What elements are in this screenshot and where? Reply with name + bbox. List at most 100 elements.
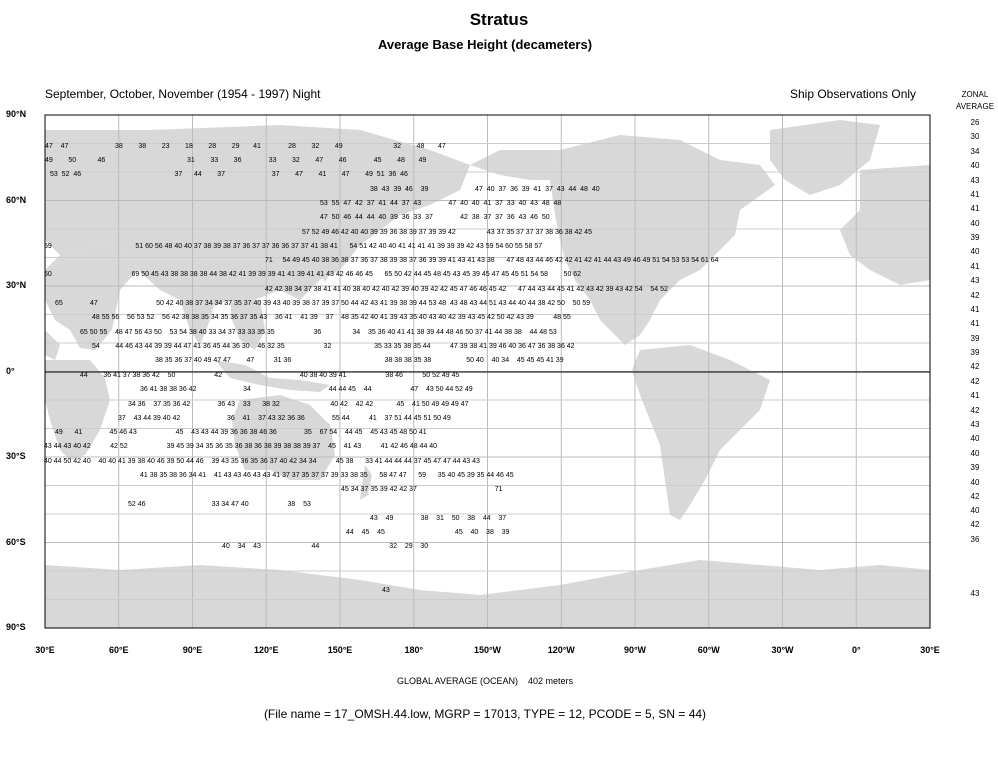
longitude-label: 60°E (108, 645, 129, 655)
zonal-average-value: 41 (970, 190, 980, 199)
grid-value-row: 38 35 36 37 40 49 47 47 47 31 36 38 38 3… (155, 357, 564, 364)
grid-value-row: 43 44 43 40 42 42 52 39 45 39 34 35 36 3… (44, 443, 437, 450)
longitude-label: 30°E (35, 645, 55, 655)
zonal-average-value: 43 (970, 176, 980, 185)
grid-value-row: 50 69 50 45 43 38 38 38 38 44 38 42 41 3… (44, 271, 581, 278)
map-subtitle: Average Base Height (decameters) (377, 37, 593, 52)
grid-value-row: 37 43 44 39 40 42 36 41 37 43 32 36 36 5… (118, 415, 451, 422)
grid-value-row: 57 52 49 46 42 40 40 39 39 36 38 39 37 3… (302, 229, 592, 236)
longitude-label: 30°E (920, 645, 940, 655)
map-frame (44, 114, 931, 629)
zonal-average-value: 41 (970, 319, 980, 328)
greenland-landmass (770, 120, 880, 195)
zonal-average-value: 34 (970, 147, 980, 156)
india-landmass (180, 300, 215, 345)
longitude-label: 150°W (473, 645, 502, 655)
zonal-average-value: 42 (970, 492, 980, 501)
zonal-average-value: 40 (970, 449, 980, 458)
grid-value-row: 40 44 50 42 40 40 40 41 39 38 40 46 39 5… (44, 458, 480, 465)
grid-value-row: 34 36 37 35 36 42 36 43 33 38 32 40 42 4… (128, 401, 469, 408)
season-label: September, October, November (1954 - 199… (45, 87, 321, 101)
grid-value-row: 45 34 37 35 39 42 42 37 71 (341, 486, 503, 493)
grid-value-row: 47 50 46 44 44 40 39 36 33 37 42 38 37 3… (320, 214, 550, 221)
longitude-label: 180° (404, 645, 424, 655)
alaska-landmass (470, 150, 560, 180)
grid-value-row: 41 38 35 38 36 34 41 41 43 43 46 43 43 4… (140, 472, 514, 479)
grid-value-row: 38 43 39 46 39 47 40 37 36 39 41 37 43 4… (370, 186, 600, 193)
zonal-average-value: 43 (970, 420, 980, 429)
grid-value-row: 48 55 56 56 53 52 56 42 38 38 35 34 35 3… (92, 314, 571, 321)
grid-value-row: 44 45 45 45 40 38 39 (346, 529, 510, 536)
grid-value-row: 53 52 46 37 44 37 37 47 41 47 49 51 36 4… (50, 171, 408, 178)
longitude-label: 150°E (327, 645, 353, 655)
longitude-label: 60°W (697, 645, 720, 655)
zonal-average-value: 40 (970, 247, 980, 256)
grid-value-row: 43 49 38 31 50 38 44 37 (370, 515, 506, 522)
new-zealand-landmass (360, 465, 372, 500)
zonal-average-value: 39 (970, 348, 980, 357)
zonal-average-value: 40 (970, 434, 980, 443)
grid-value-row: 71 54 49 45 40 38 36 38 37 36 37 38 39 3… (265, 257, 719, 264)
zonal-average-value: 39 (970, 463, 980, 472)
grid-value-row: 53 55 47 42 37 41 44 37 43 47 40 40 41 3… (320, 200, 561, 207)
zonal-average-value: 40 (970, 219, 980, 228)
latitude-label: 90°S (6, 622, 26, 632)
zonal-average-value: 42 (970, 406, 980, 415)
latitude-label: 0° (6, 365, 15, 376)
grid-value-row: 52 46 33 34 47 40 38 53 (128, 501, 311, 508)
grid-value-row: 43 (382, 587, 390, 594)
zonal-average-column: 26 30 34 40 43 41 41 40 39 40 41 43 42 41 41 39 39 42 42 41… (955, 0, 995, 760)
grid-value-row: 65 47 50 42 40 38 37 34 34 37 35 37 40 3… (55, 300, 590, 307)
japan-landmass (318, 245, 335, 282)
zonal-average-value: 26 (970, 118, 980, 127)
zonal-average-value: 40 (970, 506, 980, 515)
africa-landmass (45, 245, 138, 360)
latitude-label: 30°S (6, 451, 26, 461)
longitude-label: 0° (851, 645, 861, 655)
global-average-value: 402 meters (528, 676, 574, 686)
zonal-average-value: 40 (970, 161, 980, 170)
zonal-average-value: 43 (970, 589, 980, 598)
zonal-average-value: 42 (970, 377, 980, 386)
australia-landmass (232, 395, 335, 480)
longitude-label: 120°E (253, 645, 279, 655)
zonal-average-value: 43 (970, 276, 980, 285)
zonal-average-value: 41 (970, 305, 980, 314)
grid-value-row: 49 41 45 46 43 45 43 43 44 39 36 36 38 4… (55, 429, 427, 436)
latitude-label: 90°N (6, 109, 27, 119)
longitude-label: 30°W (771, 645, 794, 655)
indonesia-landmass (215, 360, 330, 392)
zonal-average-value: 39 (970, 334, 980, 343)
zonal-average-value: 30 (970, 132, 980, 141)
zonal-average-value: 40 (970, 478, 980, 487)
latitude-label: 30°N (6, 280, 27, 290)
zonal-average-value: 39 (970, 233, 980, 242)
zonal-average-value: 42 (970, 362, 980, 371)
zonal-average-value: 42 (970, 291, 980, 300)
zonal-average-value: 41 (970, 204, 980, 213)
grid-value-row: 42 42 38 34 37 38 41 41 40 38 40 42 40 4… (265, 286, 668, 293)
zonal-heading-line2: AVERAGE (955, 102, 995, 111)
longitude-label: 120°W (547, 645, 575, 655)
longitude-label: 90°W (623, 645, 647, 655)
grid-value-row: 59 51 60 56 48 40 40 37 38 39 38 37 36 3… (44, 243, 542, 250)
zonal-average-value: 42 (970, 520, 980, 529)
global-average-line: GLOBAL AVERAGE (OCEAN) 402 meters (0, 676, 970, 686)
zonal-average-value: 36 (970, 535, 980, 544)
grid-value-row: 49 50 46 31 33 36 33 32 47 46 45 48 49 (45, 157, 426, 164)
zonal-heading-line1: ZONAL (961, 90, 989, 99)
grid-value-rows: 47 47 38 38 23 18 28 29 41 28 32 49 32 4… (44, 143, 719, 594)
zonal-average-heading: ZONAL AVERAGE (948, 89, 998, 113)
grid-value-row: 47 47 38 38 23 18 28 29 41 28 32 49 32 4… (45, 143, 446, 150)
observation-note: Ship Observations Only (790, 87, 917, 101)
south-america-landmass (632, 345, 770, 520)
north-america-landmass (550, 135, 775, 345)
longitude-label: 90°E (182, 645, 203, 655)
global-average-label: GLOBAL AVERAGE (OCEAN) (396, 676, 518, 686)
eurasia-landmass (45, 125, 470, 310)
southeast-asia-landmass (230, 300, 265, 350)
grid-value-row: 65 50 55 48 47 56 43 50 53 54 38 40 33 3… (80, 329, 557, 336)
africa-south-landmass (45, 360, 110, 460)
grid-value-row: 54 44 46 43 44 39 39 44 47 41 36 45 44 3… (92, 343, 575, 350)
